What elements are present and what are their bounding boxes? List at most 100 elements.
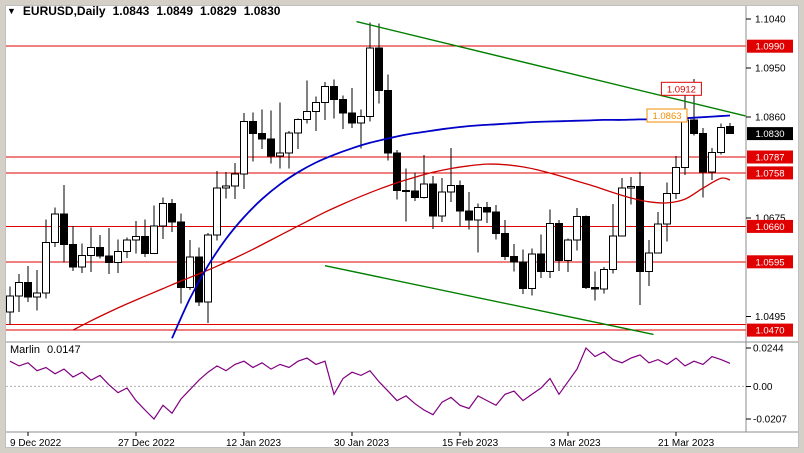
candle-body <box>672 166 680 195</box>
candle <box>474 203 482 253</box>
candle <box>627 177 635 205</box>
chart-symbol-period: EURUSD,Daily <box>22 4 106 18</box>
candle <box>267 110 275 164</box>
candle-body <box>501 233 509 257</box>
candle <box>537 234 545 279</box>
candle-body <box>600 269 608 290</box>
candle <box>15 273 23 313</box>
candle-body <box>15 282 23 297</box>
candle <box>546 209 554 279</box>
candle-body <box>618 187 626 237</box>
price-level-badge <box>747 323 793 337</box>
candle <box>609 204 617 274</box>
floating-price-label[interactable] <box>646 108 688 123</box>
candle <box>483 201 491 224</box>
candle <box>528 248 536 296</box>
candle-body <box>573 216 581 241</box>
candle-body <box>168 202 176 223</box>
candle-body <box>384 89 392 154</box>
candle-body <box>564 239 572 262</box>
candle-body <box>555 223 563 262</box>
candle <box>717 123 725 155</box>
candle-body <box>258 133 266 140</box>
floating-price-label-text: 1.0863 <box>652 111 681 122</box>
candle-body <box>159 202 167 227</box>
candle-body <box>690 119 698 135</box>
candle-body <box>654 223 662 254</box>
candle <box>438 177 446 222</box>
candle-body <box>186 256 194 288</box>
price-level-badge-label: 1.0660 <box>755 222 784 233</box>
x-axis-tick-label: 21 Mar 2023 <box>658 438 715 449</box>
candle <box>231 163 239 200</box>
price-level-badge-label: 1.0758 <box>755 168 784 179</box>
candle <box>366 22 374 122</box>
y-axis-tick-label: 1.0495 <box>755 312 786 323</box>
candle <box>582 215 590 290</box>
trendline[interactable] <box>324 265 654 336</box>
candle-body <box>150 225 158 255</box>
candle-body <box>483 206 491 213</box>
candle <box>591 271 599 301</box>
candle <box>492 205 500 240</box>
candle-body <box>231 173 239 187</box>
candle-body <box>393 152 401 191</box>
candle-body <box>96 247 104 257</box>
candle <box>384 74 392 161</box>
candle <box>726 123 734 135</box>
candle-body <box>321 86 329 103</box>
candle-body <box>222 185 230 189</box>
candle <box>186 240 194 291</box>
candle-body <box>510 255 518 263</box>
candle <box>645 240 653 286</box>
candle <box>393 149 401 200</box>
candle <box>321 82 329 120</box>
candle-body <box>240 121 248 175</box>
candle-body <box>726 126 734 135</box>
candle <box>555 219 563 272</box>
candle <box>663 182 671 242</box>
current-price-badge-label: 1.0830 <box>755 129 784 140</box>
candle-body <box>330 86 338 101</box>
candle-body <box>132 236 140 241</box>
candle <box>636 171 644 305</box>
candle <box>303 80 311 124</box>
candle <box>420 154 428 199</box>
candle-body <box>699 133 707 173</box>
candle <box>96 235 104 259</box>
y-axis-tick-label: 1.0950 <box>755 64 786 75</box>
floating-price-label[interactable] <box>660 81 702 96</box>
y-axis-tick-label: 1.0860 <box>755 113 786 124</box>
indicator-line <box>9 346 731 420</box>
candle-body <box>33 292 41 298</box>
moving-average-blue[interactable] <box>171 114 731 339</box>
x-axis-tick-label: 12 Jan 2023 <box>226 438 281 449</box>
candle <box>105 228 113 274</box>
y-axis-tick-label: 1.0675 <box>755 214 786 225</box>
y-axis-tick-label: 1.1040 <box>755 14 786 25</box>
candle <box>357 109 365 149</box>
trendline[interactable] <box>356 20 747 117</box>
candle <box>87 227 95 273</box>
price-level-badge-label: 1.0990 <box>755 42 784 53</box>
candle <box>312 96 320 131</box>
moving-average-red[interactable] <box>72 163 731 331</box>
candle <box>33 270 41 311</box>
candle-body <box>375 47 383 91</box>
candle <box>618 177 626 237</box>
ohlc-open: 1.0843 <box>112 4 150 18</box>
candle <box>465 192 473 230</box>
candle <box>24 266 32 303</box>
candle <box>294 118 302 149</box>
candle <box>42 219 50 299</box>
candle-body <box>78 254 86 268</box>
candle <box>60 184 68 263</box>
candle <box>510 243 518 272</box>
price-level-badge <box>747 166 793 180</box>
candle <box>69 225 77 272</box>
candle-body <box>645 252 653 273</box>
indicator-tick-label: -0.0207 <box>753 415 787 426</box>
candle <box>348 88 356 129</box>
